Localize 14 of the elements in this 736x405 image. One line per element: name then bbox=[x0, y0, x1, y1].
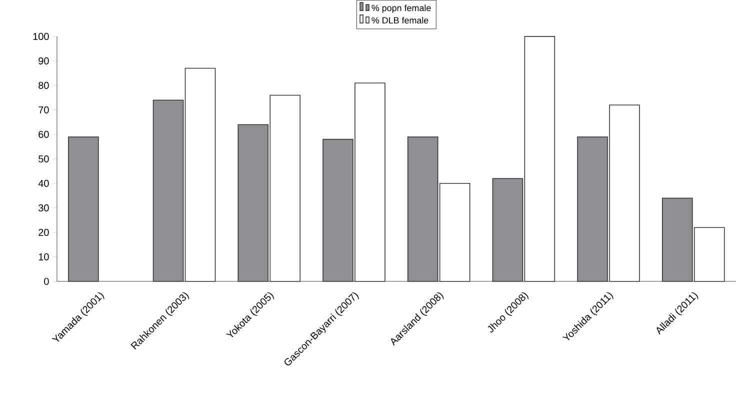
y-tick-label: 60 bbox=[38, 130, 49, 138]
y-tick-label: 80 bbox=[38, 82, 49, 89]
y-tick-label: 10 bbox=[38, 253, 49, 260]
y-tick-label: 40 bbox=[38, 180, 49, 187]
y-tick-label: 70 bbox=[38, 106, 49, 114]
legend-label: % popn female bbox=[372, 4, 431, 13]
y-tick-label: 90 bbox=[38, 57, 49, 64]
y-tick-label: 30 bbox=[38, 204, 49, 212]
y-tick-label: 0 bbox=[44, 278, 49, 285]
y-tick-label: 20 bbox=[38, 228, 49, 236]
y-tick-label: 50 bbox=[38, 155, 49, 162]
y-tick-label: 100 bbox=[33, 32, 49, 40]
bar bbox=[68, 136, 99, 282]
legend-label: % DLB female bbox=[372, 16, 428, 24]
